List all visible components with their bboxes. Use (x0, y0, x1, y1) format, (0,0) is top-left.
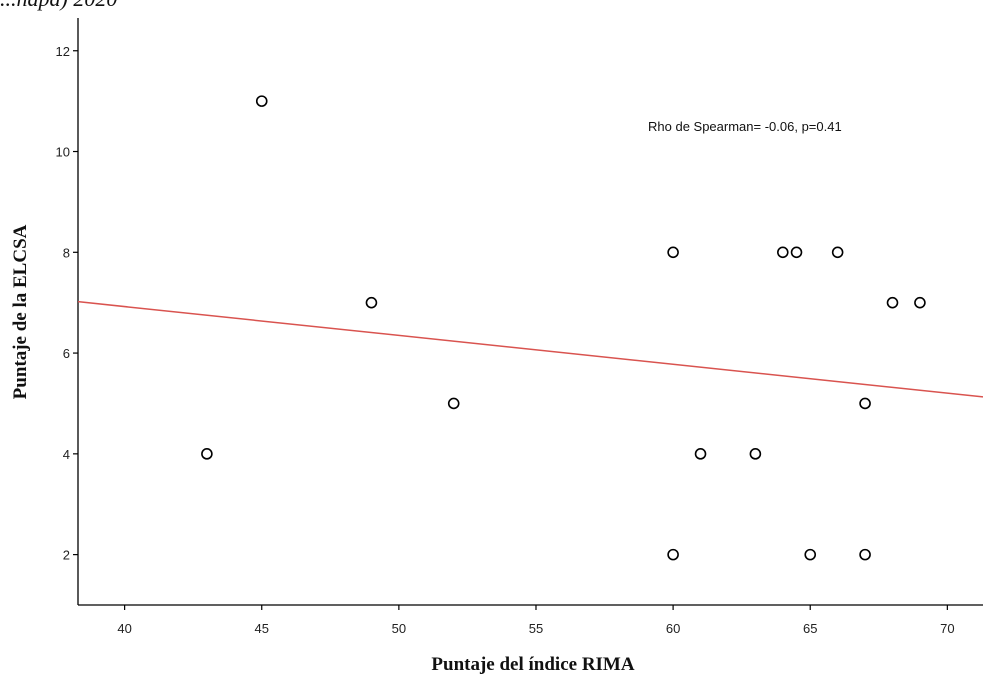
y-axis-title: Puntaje de la ELCSA (10, 224, 31, 399)
data-point-7 (694, 448, 707, 460)
data-point-8 (749, 448, 762, 460)
x-tick-label-55: 55 (529, 621, 543, 636)
x-tick-label-40: 40 (117, 621, 131, 636)
data-point-5 (667, 246, 679, 259)
y-tick-label-6: 6 (63, 346, 70, 361)
data-point-14 (859, 548, 871, 561)
x-ticks: 40 45 50 55 60 65 70 (117, 605, 955, 636)
y-tick-label-8: 8 (63, 245, 70, 260)
data-point-4 (447, 397, 460, 410)
x-axis-title: Puntaje del índice RIMA (431, 654, 634, 675)
x-tick-label-50: 50 (392, 621, 406, 636)
x-tick-label-65: 65 (803, 621, 817, 636)
x-tick-label-70: 70 (940, 621, 954, 636)
data-point-15 (886, 296, 899, 309)
data-point-9 (777, 246, 789, 259)
y-tick-label-12: 12 (56, 44, 70, 59)
x-tick-label-60: 60 (666, 621, 680, 636)
data-point-12 (831, 246, 844, 259)
fit-line (77, 300, 983, 398)
data-point-3 (365, 296, 378, 309)
data-point-1 (201, 448, 213, 460)
data-point-6 (667, 548, 679, 561)
figure-caption: ...hapa) 2020 (0, 0, 117, 12)
correlation-annotation: Rho de Spearman= -0.06, p=0.41 (648, 119, 842, 134)
data-point-13 (859, 397, 871, 410)
y-tick-label-2: 2 (63, 548, 70, 563)
y-tick-label-10: 10 (56, 145, 70, 160)
data-point-2 (255, 95, 268, 107)
data-point-10 (790, 246, 803, 259)
y-ticks: 2 4 6 8 10 12 (56, 44, 78, 563)
y-tick-label-4: 4 (63, 447, 70, 462)
data-point-16 (914, 296, 926, 309)
x-tick-label-45: 45 (255, 621, 269, 636)
data-point-11 (804, 548, 817, 561)
data-points (201, 95, 926, 561)
